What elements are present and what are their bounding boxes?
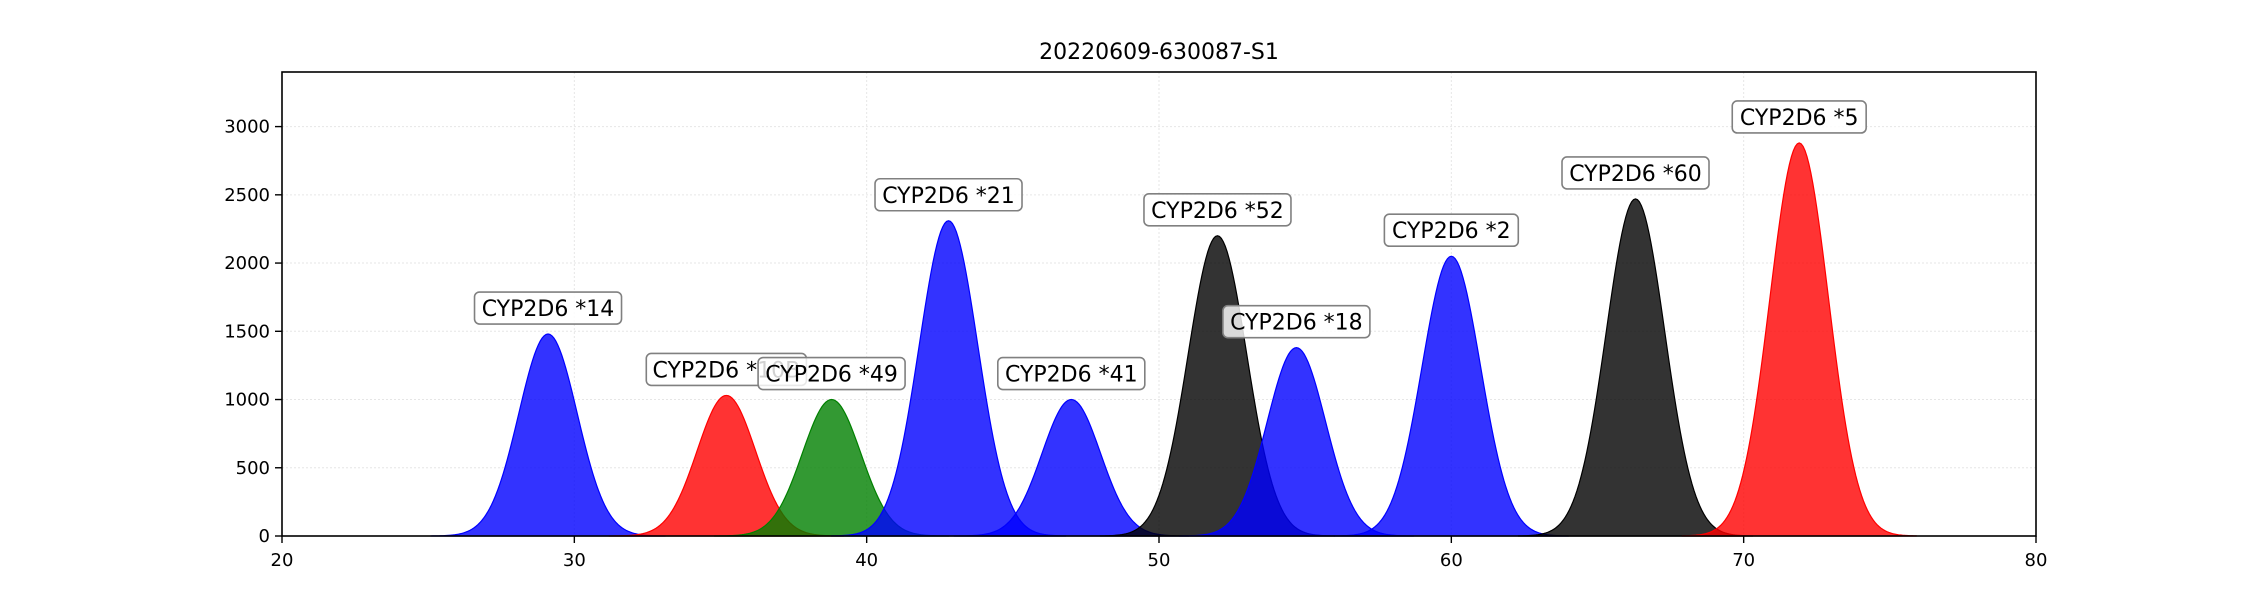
peak-label: CYP2D6 *2 [1383, 213, 1520, 248]
peak-label-text: CYP2D6 *2 [1392, 219, 1511, 244]
peak-label: CYP2D6 *41 [996, 356, 1146, 391]
peak-label: CYP2D6 *5 [1731, 100, 1867, 134]
chart-title: 20220609-630087-S1 [1039, 40, 1279, 65]
x-tick-label: 50 [1148, 550, 1171, 571]
x-tick-label: 80 [2025, 550, 2048, 571]
peak-label-box [1731, 100, 1867, 134]
peak-area [1333, 255, 1569, 537]
peak-label-box [874, 177, 1023, 212]
x-tick-label: 30 [563, 550, 586, 571]
peak-label-box [1222, 304, 1371, 339]
peak-label-text: CYP2D6 *49 [765, 363, 898, 388]
x-tick-label: 40 [855, 550, 878, 571]
peak-label: CYP2D6 *49 [757, 356, 906, 391]
peak-label-text: CYP2D6 *52 [1151, 199, 1284, 224]
peak-label-text: CYP2D6 *60 [1569, 162, 1702, 187]
y-tick-label: 2500 [224, 185, 270, 206]
x-tick-label: 70 [1732, 550, 1755, 571]
y-tick-label: 2000 [224, 253, 270, 274]
peak-label: CYP2D6 *14 [473, 291, 623, 325]
peak-label-box [1383, 213, 1520, 248]
peak-label-text: CYP2D6 *18 [1230, 311, 1363, 336]
peak-label: CYP2D6 *18 [1222, 304, 1371, 339]
y-tick-label: 1500 [224, 321, 270, 342]
x-tick-label: 60 [1440, 550, 1463, 571]
y-tick-label: 500 [236, 458, 270, 479]
peak-label-box [757, 356, 906, 391]
peak-label-text: CYP2D6 *14 [482, 297, 615, 322]
peak-label: CYP2D6 *21 [874, 177, 1023, 212]
peak-label-box [1143, 192, 1292, 227]
y-tick-label: 0 [259, 526, 270, 547]
peak-label-text: CYP2D6 *21 [882, 184, 1015, 209]
peak-label: CYP2D6 *60 [1561, 156, 1710, 190]
y-tick-label: 1000 [224, 390, 270, 411]
peak-label-text: CYP2D6 *5 [1740, 106, 1859, 131]
peak-label-box [473, 291, 623, 325]
peak-label: CYP2D6 *52 [1143, 192, 1292, 227]
y-tick-label: 3000 [224, 117, 270, 138]
axis-ticks: 20 30 40 50 60 70 80 0 500 1000 1500 2000 2500 3000 [224, 117, 2047, 571]
peak-label-box [996, 356, 1146, 391]
peak-area [430, 333, 666, 537]
peak-areas [430, 142, 1917, 537]
peak-label-box [1561, 156, 1710, 190]
x-tick-label: 20 [271, 550, 294, 571]
peak-label-text: CYP2D6 *41 [1005, 363, 1138, 388]
peak-area [1681, 142, 1917, 537]
